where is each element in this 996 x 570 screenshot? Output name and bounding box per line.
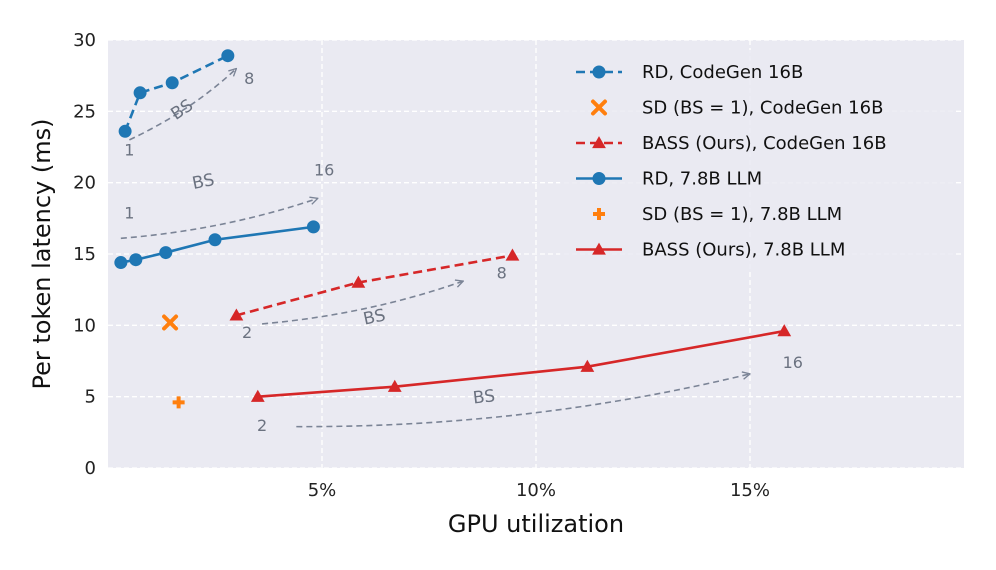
series-5-point-0 [250, 389, 265, 402]
legend-marker-1-stroke-b [591, 99, 607, 116]
legend-marker-3 [592, 172, 606, 185]
series-2-point-0 [229, 308, 244, 321]
bs-arrow-label-9: BS [472, 386, 496, 408]
legend-label-3: RD, 7.8B LLM [642, 169, 762, 190]
bs-arrow-6 [262, 281, 463, 325]
series-3-point-2 [159, 246, 173, 260]
legend-box [560, 50, 956, 272]
legend-marker-4 [593, 208, 605, 220]
batch-size-label-5: 16 [314, 161, 334, 180]
series-5 [250, 324, 792, 402]
legend-marker-5 [592, 242, 606, 255]
series-4-point-0 [172, 396, 185, 409]
series-5-line [257, 329, 785, 398]
bs-arrow-label-6: BS [362, 306, 388, 330]
x-tick-label-2: 15% [730, 480, 770, 501]
y-tick-label-3: 15 [73, 244, 96, 265]
batch-size-label-10: 2 [257, 416, 267, 435]
y-tick-label-6: 30 [73, 30, 96, 51]
series-3-point-1 [129, 253, 143, 267]
series-1 [162, 314, 179, 331]
batch-size-label-4: 1 [124, 203, 134, 222]
y-tick-label-2: 10 [73, 315, 96, 336]
batch-size-label-7: 2 [242, 323, 252, 342]
legend-marker-0 [592, 65, 606, 79]
series-0 [118, 49, 235, 138]
series-1-point-0-stroke-b [162, 314, 179, 331]
series-5-point-2 [580, 359, 595, 372]
legend-label-4: SD (BS = 1), 7.8B LLM [642, 204, 842, 225]
y-tick-label-4: 20 [73, 173, 96, 194]
series-0-point-1 [133, 86, 147, 100]
legend-marker-2 [592, 136, 606, 149]
series-0-point-3 [221, 49, 235, 63]
y-tick-label-1: 5 [85, 387, 96, 408]
x-tick-label-1: 10% [516, 480, 556, 501]
batch-size-label-8: 8 [497, 263, 507, 282]
legend-label-1: SD (BS = 1), CodeGen 16B [642, 98, 883, 119]
bs-arrow-3 [120, 198, 318, 240]
series [114, 49, 792, 409]
ticks: 5% 10% 15% 0 5 10 15 20 25 30 [73, 30, 770, 501]
batch-size-label-1: 1 [124, 141, 134, 160]
series-0-line [123, 54, 229, 132]
legend-marker-1 [591, 99, 607, 116]
series-2-point-1 [351, 275, 366, 288]
bs-arrow-0 [129, 69, 236, 141]
series-3-point-4 [306, 220, 320, 234]
series-3-point-0 [114, 256, 128, 270]
series-5-point-1 [387, 379, 402, 392]
y-tick-label-5: 25 [73, 101, 96, 122]
legend: RD, CodeGen 16B SD (BS = 1), CodeGen 16B B… [560, 50, 956, 272]
batch-size-label-11: 16 [783, 353, 803, 372]
bs-arrow-9 [296, 374, 750, 428]
series-2-point-2 [505, 248, 520, 261]
series-4 [172, 396, 185, 409]
series-0-point-0 [118, 124, 132, 138]
bs-arrow-label-3: BS [190, 170, 216, 194]
series-3-point-3 [208, 233, 222, 247]
x-tick-label-0: 5% [308, 480, 337, 501]
series-2 [229, 248, 520, 321]
legend-label-5: BASS (Ours), 7.8B LLM [642, 240, 845, 261]
series-3 [114, 220, 320, 270]
y-axis-title: Per token latency (ms) [28, 118, 56, 389]
y-tick-label-0: 0 [85, 458, 96, 479]
series-0-point-2 [165, 76, 179, 90]
legend-label-2: BASS (Ours), CodeGen 16B [642, 133, 887, 154]
x-axis-title: GPU utilization [448, 510, 624, 538]
batch-size-label-2: 8 [244, 69, 254, 88]
legend-label-0: RD, CodeGen 16B [642, 62, 803, 83]
series-1-point-0 [162, 314, 179, 331]
series-5-point-3 [777, 324, 792, 337]
